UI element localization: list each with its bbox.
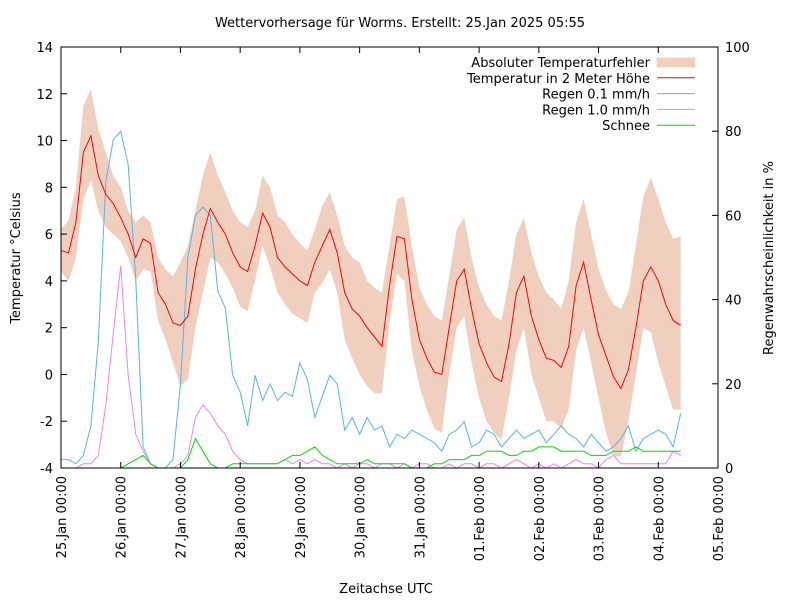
y-axis-label: Temperatur °Celsius <box>9 192 24 325</box>
x-tick-label: 03.Feb 00:00 <box>593 476 608 561</box>
x-tick-label: 05.Feb 00:00 <box>712 476 727 561</box>
y-tick-label: 0 <box>45 368 53 383</box>
legend-label: Absoluter Temperaturfehler <box>471 56 650 71</box>
temperature-error-band <box>61 89 681 457</box>
x-tick-label: 25.Jan 00:00 <box>55 476 70 558</box>
x-tick-label: 01.Feb 00:00 <box>473 476 488 561</box>
y2-tick-label: 20 <box>725 378 742 393</box>
y2-tick-label: 80 <box>725 125 742 140</box>
legend-swatch <box>656 57 696 68</box>
y-tick-label: 8 <box>45 181 53 196</box>
y-tick-label: 2 <box>45 322 53 337</box>
x-tick-label: 31.Jan 00:00 <box>413 476 428 558</box>
x-tick-label: 27.Jan 00:00 <box>174 476 189 558</box>
x-tick-label: 26.Jan 00:00 <box>115 476 130 558</box>
plot-frame <box>60 46 719 469</box>
y-tick-label: 14 <box>36 41 53 56</box>
y2-tick-label: 40 <box>725 294 742 309</box>
x-tick-label: 30.Jan 00:00 <box>354 476 369 558</box>
y2-tick-label: 0 <box>725 462 733 477</box>
legend-label: Temperatur in 2 Meter Höhe <box>466 72 650 87</box>
chart-title: Wettervorhersage für Worms. Erstellt: 25… <box>215 16 585 31</box>
x-axis-label: Zeitachse UTC <box>339 582 433 597</box>
x-tick-label: 04.Feb 00:00 <box>652 476 667 561</box>
legend-label: Schnee <box>602 119 650 134</box>
x-tick-label: 29.Jan 00:00 <box>294 476 309 558</box>
legend-label: Regen 0.1 mm/h <box>542 88 650 103</box>
y2-tick-label: 100 <box>725 41 750 56</box>
legend-label: Regen 1.0 mm/h <box>542 103 650 118</box>
x-tick-label: 28.Jan 00:00 <box>234 476 249 558</box>
y-tick-label: 10 <box>36 135 53 150</box>
y-tick-label: -2 <box>40 415 53 430</box>
temperature-line <box>60 134 681 390</box>
y-tick-label: 12 <box>36 88 53 103</box>
y2-tick-label: 60 <box>725 209 742 224</box>
y-tick-label: 4 <box>45 275 53 290</box>
y-tick-label: -4 <box>40 462 53 477</box>
y-tick-label: 6 <box>45 228 53 243</box>
y2-axis-label: Regenwahrscheinlichkeit in % <box>762 161 777 355</box>
x-tick-label: 02.Feb 00:00 <box>533 476 548 561</box>
